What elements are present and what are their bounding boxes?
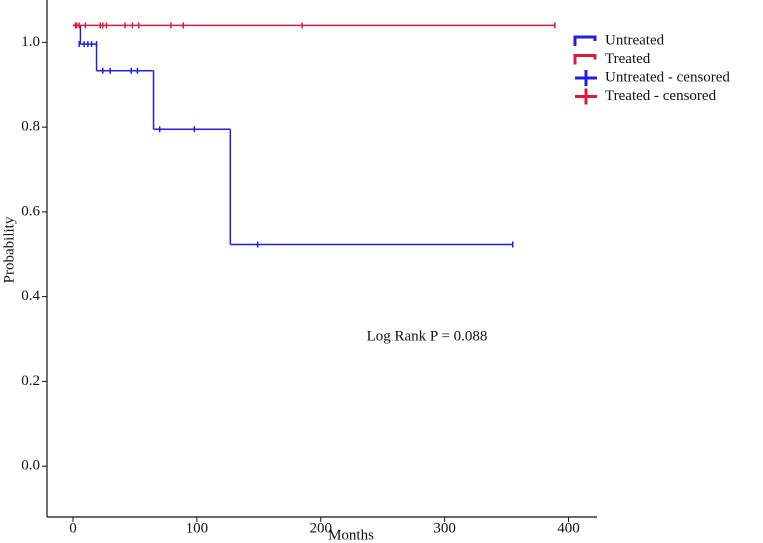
legend-label: Untreated - censored: [605, 69, 730, 85]
y-tick-label: 0.6: [21, 203, 40, 219]
y-tick-label: 0.0: [21, 458, 40, 474]
x-tick-label: 0: [69, 520, 77, 536]
legend-label: Treated - censored: [605, 88, 717, 104]
x-tick-label: 200: [310, 520, 333, 536]
annotation: Log Rank P = 0.088: [367, 328, 488, 344]
legend-symbol: [575, 88, 597, 105]
x-tick-label: 100: [186, 520, 209, 536]
legend-label: Treated: [605, 51, 651, 67]
x-axis-label: Months: [328, 527, 374, 543]
legend-symbol: [573, 35, 597, 46]
legend-symbol: [573, 54, 597, 65]
y-axis-label: Probability: [1, 216, 17, 283]
y-tick-label: 0.4: [21, 288, 40, 304]
legend-symbol: [575, 70, 597, 86]
y-tick-label: 0.2: [21, 373, 40, 389]
y-tick-label: 0.8: [21, 119, 40, 135]
x-tick-label: 300: [433, 520, 456, 536]
y-tick-label: 1.0: [21, 34, 40, 50]
x-tick-label: 400: [557, 520, 580, 536]
legend-label: Untreated: [605, 32, 665, 48]
